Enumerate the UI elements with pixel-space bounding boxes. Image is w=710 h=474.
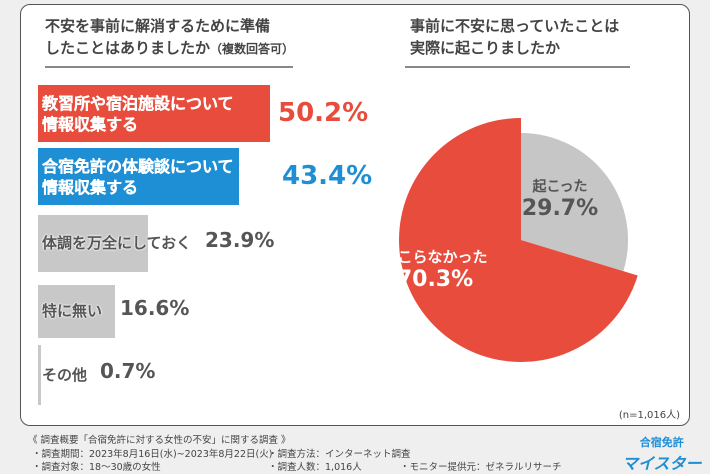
bar-value: 0.7% xyxy=(100,359,156,383)
bar-value: 23.9% xyxy=(205,227,275,252)
bar-label: 合宿免許の体験談について 情報収集する xyxy=(42,156,234,198)
footer-period: ・調査期間：2023年8月16日(水)~2023年8月22日(火) xyxy=(32,449,273,460)
bar-value: 16.6% xyxy=(120,295,190,320)
bar-4 xyxy=(38,285,115,338)
footer-heading: 《 調査概要「合宿免許に対する女性の不安」に関する調査 》 xyxy=(28,435,291,446)
bar-label: 教習所や宿泊施設について 情報収集する xyxy=(42,93,234,135)
pie-slice-2 xyxy=(398,118,638,362)
bar-label: 特に無い xyxy=(42,301,102,322)
bar-label-line: 情報収集する xyxy=(42,114,139,134)
footer-provider: ・モニター提供元：ゼネラルリサーチ xyxy=(400,462,562,473)
right-title-underline xyxy=(405,66,630,68)
bar-2 xyxy=(38,148,239,205)
bar-label-line: 情報収集する xyxy=(42,177,139,197)
bar-3 xyxy=(38,215,149,272)
bar-label: 体調を万全にしておく xyxy=(42,233,191,254)
left-title-underline xyxy=(45,66,293,68)
bar-label-line: 特に無い xyxy=(42,302,103,320)
bar-5 xyxy=(38,345,42,405)
logo: 合宿免許 マイスター xyxy=(622,436,702,473)
bar-value: 50.2% xyxy=(278,97,369,128)
bar-value: 43.4% xyxy=(282,160,373,191)
footer-target: ・調査対象：18〜30歳の女性 xyxy=(32,462,161,473)
pie-label-not-occurred: 起こらなかった 70.3% xyxy=(382,248,488,292)
bar-1 xyxy=(38,85,270,142)
footer-count: ・調査人数：1,016人 xyxy=(268,462,362,473)
bar-label-line: 教習所や宿泊施設について xyxy=(42,93,234,113)
sample-size-note: (n=1,016人) xyxy=(618,410,680,421)
left-question-title: 不安を事前に解消するために準備 したことはありましたか（複数回答可） xyxy=(45,17,295,57)
pie-slice-1 xyxy=(521,133,628,272)
bar-label-line: 体調を万全にしておく xyxy=(42,234,192,252)
bar-label-line: その他 xyxy=(42,365,88,384)
pie-label-occurred: 起こった 29.7% xyxy=(521,179,599,221)
bar-label-line: 合宿免許の体験談について xyxy=(42,156,234,176)
bar-label: その他 xyxy=(42,365,87,386)
right-question-title: 事前に不安に思っていたことは 実際に起こりましたか xyxy=(410,17,620,57)
footer-method: ・調査方法：インターネット調査 xyxy=(268,449,411,460)
